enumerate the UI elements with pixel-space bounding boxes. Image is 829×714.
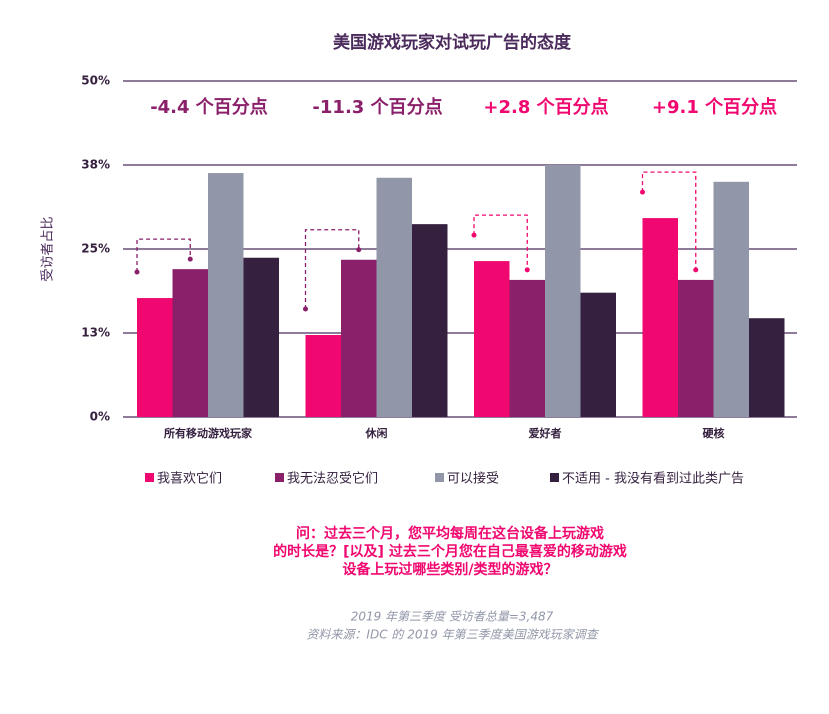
bar bbox=[305, 335, 341, 417]
x-tick-label: 硬核 bbox=[703, 426, 725, 440]
legend-label: 我喜欢它们 bbox=[157, 471, 222, 487]
question: 的时长是？[以及] 过去三个月您在自己最喜爱的移动游戏 bbox=[273, 543, 627, 560]
connector-dot bbox=[356, 247, 362, 253]
annotation: +2.8 个百分点 bbox=[483, 96, 608, 118]
connector-dot bbox=[524, 267, 530, 273]
legend-label: 不适用 - 我没有看到过此类广告 bbox=[562, 471, 744, 487]
y-tick-label: 13% bbox=[81, 326, 110, 340]
bar bbox=[749, 318, 785, 417]
bar bbox=[474, 261, 510, 417]
y-axis-label: 受访者占比 bbox=[41, 216, 56, 281]
legend-swatch bbox=[275, 473, 284, 482]
bar bbox=[412, 224, 448, 417]
bar bbox=[580, 292, 616, 417]
bar bbox=[509, 279, 545, 417]
chart-title: 美国游戏玩家对试玩广告的态度 bbox=[333, 32, 572, 53]
legend-swatch bbox=[145, 473, 154, 482]
y-tick-label: 25% bbox=[81, 242, 110, 256]
bar bbox=[243, 257, 279, 417]
x-tick-label: 所有移动游戏玩家 bbox=[164, 426, 253, 440]
bar bbox=[137, 298, 173, 417]
connector bbox=[473, 214, 528, 270]
connector bbox=[304, 229, 360, 310]
y-tick-label: 50% bbox=[81, 74, 110, 88]
connector-dot bbox=[640, 189, 645, 195]
annotation: -11.3 个百分点 bbox=[312, 96, 442, 118]
bar bbox=[642, 218, 678, 417]
connector-dot bbox=[187, 256, 193, 262]
bar bbox=[678, 279, 714, 417]
legend-label: 可以接受 bbox=[447, 471, 499, 487]
y-tick-label: 0% bbox=[90, 410, 110, 424]
y-tick-label: 38% bbox=[81, 158, 110, 172]
x-tick-label: 休闲 bbox=[365, 426, 388, 440]
bar bbox=[172, 269, 208, 417]
annotation: -4.4 个百分点 bbox=[150, 96, 268, 118]
connector-dot bbox=[134, 269, 140, 275]
bar bbox=[713, 181, 749, 417]
legend-swatch bbox=[550, 473, 559, 482]
connector-dot bbox=[693, 267, 699, 273]
bar bbox=[376, 177, 412, 417]
footnote: 2019 年第三季度 受访者总量=3,487 bbox=[351, 610, 554, 624]
connector-dot bbox=[471, 232, 477, 238]
connector bbox=[641, 171, 697, 270]
footnote: 资料来源：IDC 的 2019 年第三季度美国游戏玩家调查 bbox=[306, 628, 599, 642]
annotation: +9.1 个百分点 bbox=[652, 96, 777, 118]
question: 问：过去三个月，您平均每周在这台设备上玩游戏 bbox=[296, 525, 604, 542]
legend-swatch bbox=[435, 473, 444, 482]
legend-label: 我无法忍受它们 bbox=[287, 471, 378, 487]
bar bbox=[545, 165, 581, 417]
question: 设备上玩过哪些类别/类型的游戏？ bbox=[342, 561, 557, 578]
connector bbox=[136, 238, 191, 273]
connector-dot bbox=[303, 306, 308, 312]
bar bbox=[208, 173, 244, 417]
bar bbox=[341, 259, 377, 417]
x-tick-label: 爱好者 bbox=[529, 426, 562, 440]
